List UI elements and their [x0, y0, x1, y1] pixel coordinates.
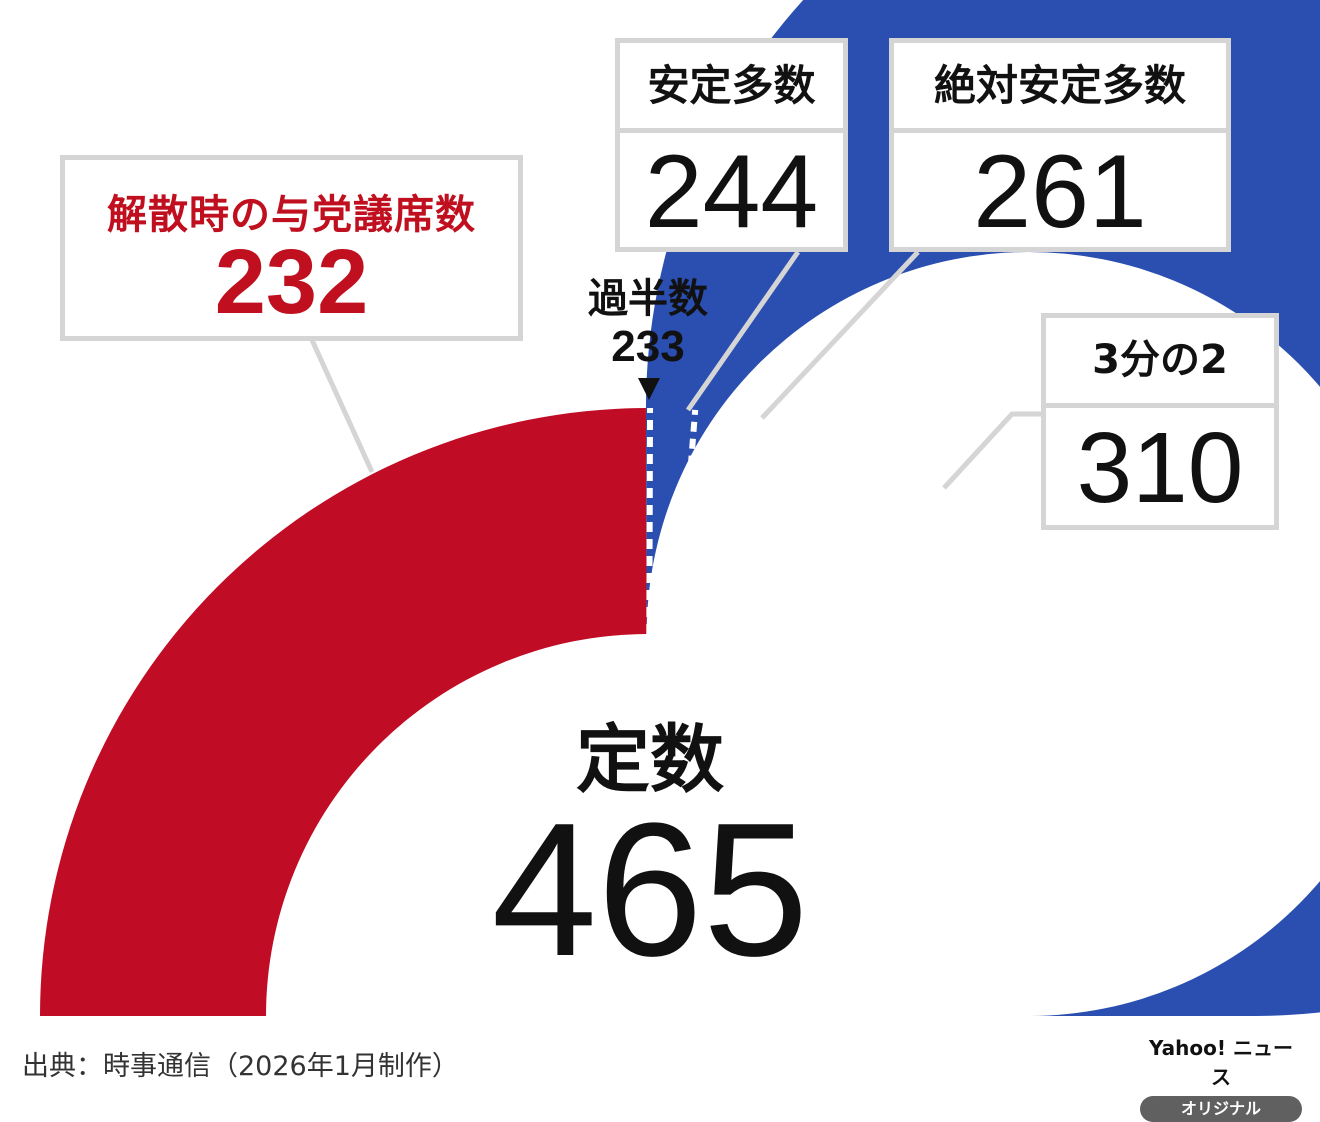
stable-majority-line — [674, 409, 699, 636]
ruling-seats-value: 232 — [214, 231, 369, 333]
source-note: 出典：時事通信（2026年1月制作） — [22, 1051, 459, 1082]
absolute-leader-line — [760, 250, 920, 420]
arc-layer — [40, 0, 1320, 1016]
ruling-seats-label: 解散時の与党議席数 — [107, 192, 476, 238]
majority-label-text: 過半数 — [588, 276, 708, 322]
absolute-majority-value: 261 — [973, 134, 1147, 250]
majority-line — [646, 407, 654, 635]
stable-majority-callout: 安定多数 244 — [615, 38, 848, 252]
total-seats-value: 465 — [491, 784, 809, 996]
ruling-leader-line — [309, 338, 375, 474]
ruling-seats-callout: 解散時の与党議席数 232 — [60, 155, 523, 341]
logo-main-text: Yahoo! ニュース — [1149, 1036, 1293, 1089]
absolute-majority-label: 絶対安定多数 — [894, 43, 1226, 133]
two-thirds-value: 310 — [1076, 412, 1244, 524]
logo-sub-badge: オリジナル — [1140, 1096, 1302, 1122]
stable-leader-line — [685, 250, 801, 412]
stable-majority-value: 244 — [644, 134, 819, 250]
two-thirds-leader-line — [942, 411, 1044, 490]
absolute-majority-line — [718, 418, 768, 642]
majority-arrow-icon — [638, 378, 660, 400]
two-thirds-label: 3分の2 — [1046, 318, 1274, 408]
ruling-party-arc — [40, 408, 647, 1016]
other-seats-arc — [645, 0, 1320, 1016]
majority-label: 過半数 233 — [548, 275, 748, 371]
two-thirds-line — [836, 487, 955, 687]
total-seats-label: 定数 — [576, 717, 724, 803]
two-thirds-callout: 3分の2 310 — [1041, 313, 1279, 530]
absolute-majority-callout: 絶対安定多数 261 — [889, 38, 1231, 252]
stable-majority-label: 安定多数 — [620, 43, 843, 133]
majority-label-value: 233 — [611, 322, 685, 371]
leader-lines — [309, 250, 1044, 490]
yahoo-news-logo: Yahoo! ニュース オリジナル — [1140, 1032, 1302, 1122]
